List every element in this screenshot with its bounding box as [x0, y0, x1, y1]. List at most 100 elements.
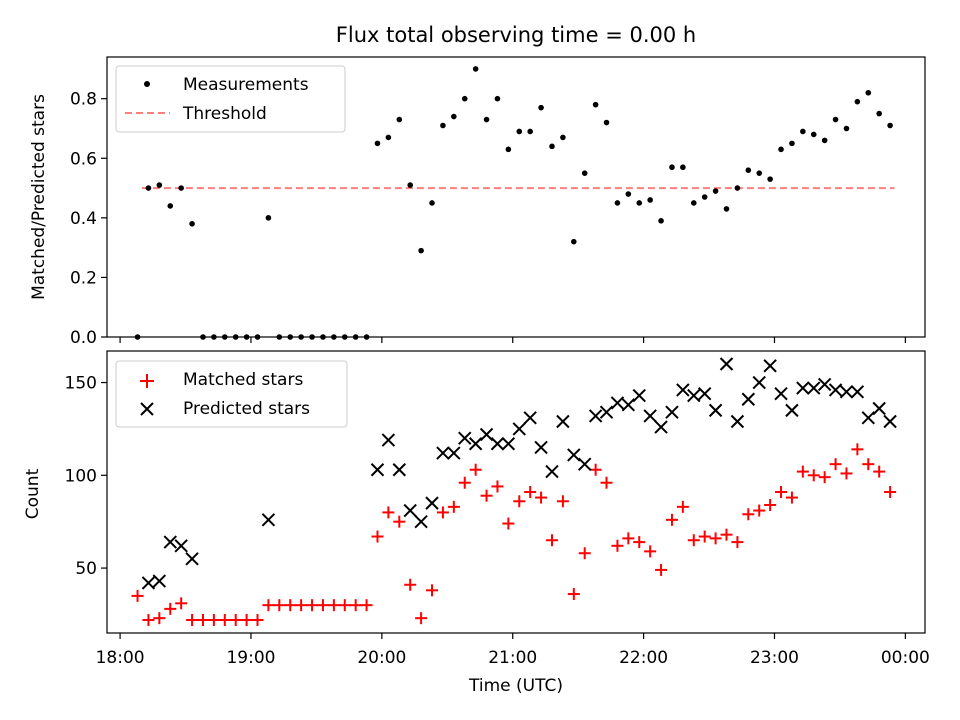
- ratio-axes: 0.0 0.2 0.4 0.6 0.8: [70, 90, 906, 348]
- measurement-point: [483, 116, 490, 123]
- matched-stars-point: [578, 547, 591, 560]
- matched-stars-point: [884, 486, 897, 498]
- count-axes-frame: [106, 350, 926, 634]
- matched-stars-point: [545, 534, 558, 547]
- measurement-point: [549, 143, 555, 150]
- count-y-axis-label: Count: [23, 468, 43, 519]
- measurement-point: [581, 170, 588, 176]
- matched-stars-point: [655, 563, 668, 576]
- matched-stars-point: [753, 504, 766, 517]
- measurement-point: [767, 176, 773, 182]
- measurement-point: [821, 137, 828, 144]
- measurement-point: [810, 131, 817, 138]
- count-legend: Matched stars Predicted stars: [115, 360, 348, 428]
- matched-stars-point: [840, 467, 853, 480]
- y-tick-label: 0.2: [70, 268, 97, 288]
- predicted-stars-point: [741, 392, 756, 406]
- predicted-stars-point: [785, 403, 799, 418]
- predicted-stars-point: [828, 383, 843, 397]
- measurement-point: [429, 200, 435, 206]
- predicted-stars-point: [807, 381, 821, 395]
- matched-stars-point: [665, 513, 678, 526]
- predicted-stars-point: [839, 385, 854, 399]
- predicted-stars-point: [610, 396, 625, 410]
- predicted-stars-point: [534, 440, 548, 455]
- measurement-point: [571, 238, 577, 245]
- matched-stars-point: [153, 612, 166, 625]
- matched-stars-point: [306, 599, 319, 612]
- matched-stars-point: [818, 471, 831, 484]
- legend-measurements-label: Measurements: [183, 75, 309, 95]
- measurement-point: [451, 113, 457, 120]
- matched-stars-point: [186, 614, 199, 627]
- measurement-point: [876, 110, 882, 117]
- measurement-point: [494, 95, 501, 102]
- x-axis-label: Time (UTC): [468, 676, 563, 696]
- matched-stars-point: [447, 500, 460, 513]
- measurement-point: [178, 185, 184, 191]
- predicted-stars-point: [436, 446, 450, 460]
- predicted-stars-point: [567, 448, 581, 462]
- predicted-stars-point: [370, 463, 385, 477]
- x-tick-label: 18:00: [96, 648, 145, 668]
- measurement-point: [800, 128, 806, 135]
- matched-stars-point: [687, 534, 700, 547]
- matched-stars-point: [873, 465, 886, 478]
- predicted-stars-point: [632, 388, 646, 403]
- x-tick-label: 19:00: [226, 648, 275, 668]
- predicted-stars-point: [414, 514, 428, 529]
- predicted-stars-point: [556, 414, 570, 429]
- predicted-stars-point: [458, 431, 472, 445]
- matched-stars-point: [785, 491, 798, 504]
- matched-stars-point: [480, 489, 493, 502]
- measurement-point: [690, 200, 697, 206]
- matched-stars-point: [524, 486, 537, 498]
- measurement-point: [418, 247, 424, 254]
- count-legend-box: [115, 360, 348, 428]
- predicted-stars-point: [501, 437, 516, 451]
- matched-stars-point: [764, 498, 777, 511]
- matched-stars-point: [327, 599, 340, 612]
- y-tick-label: 150: [65, 374, 97, 394]
- predicted-stars-point: [730, 414, 745, 429]
- matched-stars-point: [251, 614, 264, 627]
- matched-stars-point: [600, 476, 613, 489]
- predicted-stars-point: [261, 513, 276, 527]
- predicted-stars-point: [141, 576, 156, 590]
- measurement-point: [778, 146, 784, 153]
- matched-stars-point: [709, 532, 722, 545]
- matched-stars-point: [196, 614, 209, 627]
- measurement-point: [516, 128, 523, 135]
- measurement-point: [669, 164, 675, 171]
- matched-stars-point: [284, 599, 297, 612]
- x-tick-label: 22:00: [619, 648, 668, 668]
- predicted-stars-point: [621, 398, 636, 412]
- matched-stars-point: [731, 536, 744, 549]
- measurement-point: [189, 221, 195, 227]
- measurement-point: [658, 218, 664, 224]
- predicted-stars-point: [185, 552, 199, 566]
- measurement-point: [167, 203, 174, 209]
- y-tick-label: 0.8: [70, 90, 97, 110]
- ratio-legend-box: [115, 65, 346, 133]
- measurement-point: [636, 200, 643, 206]
- measurement-point: [592, 101, 599, 108]
- measurement-point: [440, 122, 446, 129]
- measurement-point: [865, 89, 872, 96]
- measurement-point: [625, 191, 632, 197]
- matched-stars-point: [229, 614, 242, 627]
- matched-stars-point: [458, 476, 471, 489]
- legend-measurements-marker: [144, 81, 150, 87]
- measurement-point: [734, 185, 741, 191]
- measurement-point: [745, 167, 752, 173]
- measurement-point: [527, 128, 533, 135]
- measurement-point: [374, 140, 381, 147]
- predicted-stars-point: [512, 422, 526, 436]
- predicted-stars-point: [545, 464, 559, 479]
- predicted-stars-point: [447, 446, 461, 460]
- count-marks: [131, 357, 897, 627]
- predicted-stars-point: [588, 409, 603, 423]
- matched-stars-point: [316, 599, 329, 612]
- matched-stars-point: [175, 597, 188, 610]
- x-tick-label: 20:00: [357, 648, 406, 668]
